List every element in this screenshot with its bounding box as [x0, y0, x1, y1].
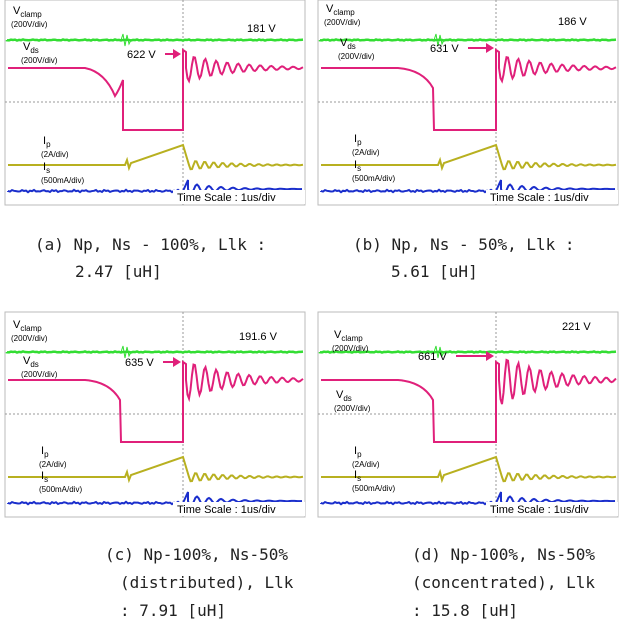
channel-subscript: clamp	[333, 8, 355, 17]
channel-subscript: ds	[30, 360, 38, 369]
channel-subscript: p	[357, 450, 362, 459]
channel-subscript: s	[46, 166, 50, 175]
channel-scale: (500mA/div)	[352, 174, 395, 183]
clamp-label: 191.6 V	[239, 331, 278, 343]
channel-scale: (200V/div)	[11, 334, 48, 343]
channel-subscript: clamp	[20, 10, 42, 19]
channel-subscript: s	[44, 475, 48, 484]
caption-line: (a) Np, Ns - 100%, Llk :	[35, 235, 266, 254]
channel-scale: (200V/div)	[11, 20, 48, 29]
time-scale: Time Scale : 1us/div	[177, 192, 276, 204]
caption-line: 2.47 [uH]	[75, 262, 162, 281]
channel-scale: (200V/div)	[324, 18, 361, 27]
channel-scale: (2A/div)	[41, 150, 69, 159]
time-scale: Time Scale : 1us/div	[490, 192, 589, 204]
caption-line: : 15.8 [uH]	[412, 601, 518, 620]
caption-line: : 7.91 [uH]	[120, 601, 226, 620]
channel-scale: (500mA/div)	[352, 484, 395, 493]
channel-subscript: p	[46, 140, 51, 149]
caption-line: (distributed), Llk	[120, 573, 294, 592]
caption-line: (c) Np-100%, Ns-50%	[105, 545, 288, 564]
trace-clamp	[7, 351, 303, 352]
trace-clamp	[7, 39, 303, 40]
trace-clamp	[320, 39, 616, 40]
channel-scale: (200V/div)	[334, 404, 371, 413]
channel-scale: (2A/div)	[39, 460, 67, 469]
peak-label: 631 V	[430, 43, 459, 55]
channel-subscript: clamp	[20, 324, 42, 333]
channel-scale: (2A/div)	[352, 148, 380, 157]
caption-line: (concentrated), Llk	[412, 573, 595, 592]
caption-line: (d) Np-100%, Ns-50%	[412, 545, 595, 564]
time-scale: Time Scale : 1us/div	[490, 504, 589, 516]
scope-panel: Vclamp(200V/div)Vds(200V/div)Ip(2A/div)I…	[318, 0, 618, 205]
channel-scale: (2A/div)	[352, 460, 380, 469]
scope-panel: Vclamp(200V/div)Vds(200V/div)Ip(2A/div)I…	[318, 312, 618, 517]
channel-subscript: ds	[347, 42, 355, 51]
caption-line: (b) Np, Ns - 50%, Llk :	[353, 235, 575, 254]
peak-label: 635 V	[125, 357, 154, 369]
channel-subscript: s	[357, 164, 361, 173]
channel-subscript: p	[357, 138, 362, 147]
peak-label: 661 V	[418, 351, 447, 363]
clamp-label: 181 V	[247, 23, 276, 35]
clamp-label: 186 V	[558, 16, 587, 28]
channel-subscript: p	[44, 450, 49, 459]
peak-label: 622 V	[127, 49, 156, 61]
channel-subscript: ds	[30, 46, 38, 55]
time-scale: Time Scale : 1us/div	[177, 504, 276, 516]
channel-scale: (500mA/div)	[41, 176, 84, 185]
channel-scale: (200V/div)	[338, 52, 375, 61]
channel-scale: (200V/div)	[332, 344, 369, 353]
channel-scale: (500mA/div)	[39, 485, 82, 494]
scope-panel: Vclamp(200V/div)Vds(200V/div)Ip(2A/div)I…	[5, 312, 305, 517]
channel-subscript: s	[357, 474, 361, 483]
figure: Vclamp(200V/div)Vds(200V/div)Ip(2A/div)I…	[0, 0, 625, 639]
channel-subscript: clamp	[341, 334, 363, 343]
channel-scale: (200V/div)	[21, 56, 58, 65]
scope-panel: Vclamp(200V/div)Vds(200V/div)Ip(2A/div)I…	[5, 0, 305, 205]
channel-subscript: ds	[343, 394, 351, 403]
clamp-label: 221 V	[562, 321, 591, 333]
caption-line: 5.61 [uH]	[391, 262, 478, 281]
channel-scale: (200V/div)	[21, 370, 58, 379]
